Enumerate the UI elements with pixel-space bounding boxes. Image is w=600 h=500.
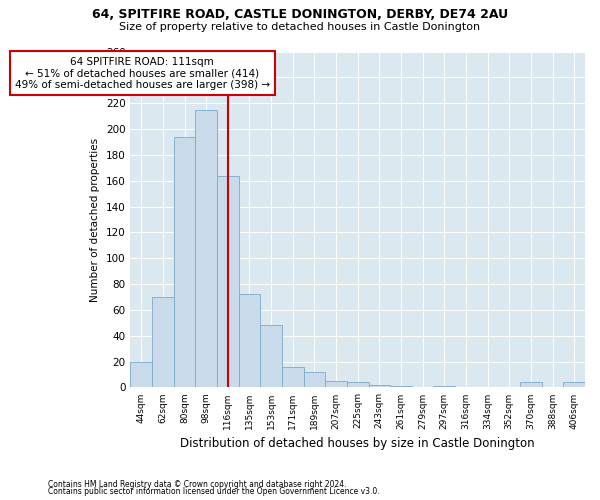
Bar <box>260 326 282 388</box>
Bar <box>325 381 347 388</box>
Text: Contains public sector information licensed under the Open Government Licence v3: Contains public sector information licen… <box>48 487 380 496</box>
Y-axis label: Number of detached properties: Number of detached properties <box>90 138 100 302</box>
Bar <box>196 110 217 388</box>
Bar <box>347 382 368 388</box>
Bar <box>130 362 152 388</box>
Bar <box>520 382 542 388</box>
Bar <box>368 385 390 388</box>
Text: Contains HM Land Registry data © Crown copyright and database right 2024.: Contains HM Land Registry data © Crown c… <box>48 480 347 489</box>
X-axis label: Distribution of detached houses by size in Castle Donington: Distribution of detached houses by size … <box>181 437 535 450</box>
Text: Size of property relative to detached houses in Castle Donington: Size of property relative to detached ho… <box>119 22 481 32</box>
Text: 64 SPITFIRE ROAD: 111sqm
← 51% of detached houses are smaller (414)
49% of semi-: 64 SPITFIRE ROAD: 111sqm ← 51% of detach… <box>15 56 270 90</box>
Bar <box>239 294 260 388</box>
Bar <box>217 176 239 388</box>
Bar <box>282 367 304 388</box>
Bar <box>390 386 412 388</box>
Bar <box>563 382 585 388</box>
Bar <box>304 372 325 388</box>
Bar <box>152 297 173 388</box>
Bar <box>433 386 455 388</box>
Bar <box>173 137 196 388</box>
Text: 64, SPITFIRE ROAD, CASTLE DONINGTON, DERBY, DE74 2AU: 64, SPITFIRE ROAD, CASTLE DONINGTON, DER… <box>92 8 508 20</box>
